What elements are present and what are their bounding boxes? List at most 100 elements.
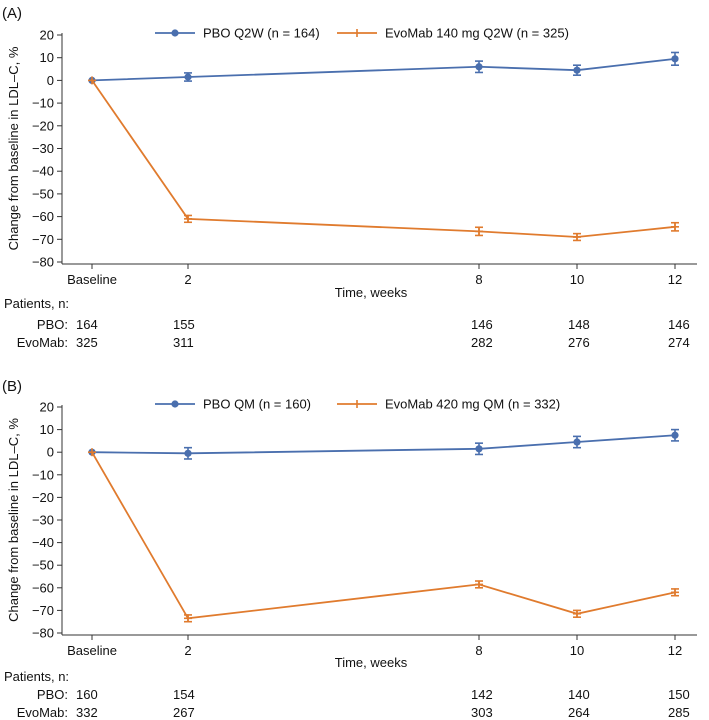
patients-count: 150: [668, 687, 690, 702]
patients-count: 164: [76, 317, 98, 332]
y-tick-label: −40: [32, 164, 54, 179]
y-tick-label: 10: [40, 422, 54, 437]
patients-count: 148: [568, 317, 590, 332]
patients-table: Patients, n: PBO: 160 154 142 140 150 EvoMab: 33…: [4, 669, 690, 720]
data-point-evomab: [475, 227, 483, 236]
x-tick-label: Baseline: [67, 643, 117, 658]
series-line-pbo: [91, 57, 676, 82]
y-tick-label: −70: [32, 232, 54, 247]
legend-label-evomab: EvoMab 140 mg Q2W (n = 325): [385, 26, 569, 41]
patients-row-label: EvoMab:: [17, 335, 68, 350]
data-point-pbo: [573, 438, 581, 446]
data-point-evomab: [573, 609, 581, 618]
patients-count: 142: [471, 687, 493, 702]
data-point-pbo: [184, 449, 192, 457]
y-tick-label: 0: [47, 73, 54, 88]
patients-row-label: PBO:: [37, 687, 68, 702]
x-tick-label: 2: [184, 272, 191, 287]
y-axis-label: Change from baseline in LDL–C, %: [6, 46, 21, 250]
y-tick-label: 20: [40, 400, 54, 415]
series-pbo: [88, 51, 679, 84]
patients-count: 160: [76, 687, 98, 702]
y-tick-label: 10: [40, 50, 54, 65]
patients-count: 146: [668, 317, 690, 332]
data-point-pbo: [671, 431, 679, 439]
legend: PBO Q2W (n = 164) EvoMab 140 mg Q2W (n = …: [155, 26, 569, 41]
series-line-evomab: [91, 451, 676, 620]
y-tick-label: −30: [32, 141, 54, 156]
y-tick-label: −80: [32, 255, 54, 270]
y-tick-label: −70: [32, 603, 54, 618]
legend-marker-pbo: [171, 29, 179, 37]
legend-label-pbo: PBO Q2W (n = 164): [203, 26, 320, 41]
x-tick-label: 12: [668, 272, 682, 287]
y-tick-label: 20: [40, 28, 54, 43]
y-tick-label: 0: [47, 445, 54, 460]
y-tick-label: −20: [32, 118, 54, 133]
series-pbo: [88, 428, 679, 460]
x-axis-label: Time, weeks: [335, 655, 408, 670]
patients-title: Patients, n:: [4, 669, 69, 684]
panel-label: (A): [2, 5, 22, 22]
data-point-evomab: [88, 76, 96, 85]
patients-table: Patients, n: PBO: 164 155 146 148 146 EvoMab: 32…: [4, 296, 690, 350]
chart-panel-a: (A) 20 10 0 −10 −20 −30 −40 −50 −60 −70 −80 Change f…: [2, 5, 697, 350]
x-tick-label: 2: [184, 643, 191, 658]
data-point-pbo: [573, 66, 581, 74]
series-line-evomab: [91, 79, 676, 238]
data-point-pbo: [475, 445, 483, 453]
x-tick-label: 10: [570, 272, 584, 287]
legend-marker-pbo: [171, 400, 179, 408]
y-tick-label: −60: [32, 209, 54, 224]
series-evomab: [88, 448, 679, 623]
patients-count: 274: [668, 335, 690, 350]
x-axis-label: Time, weeks: [335, 285, 408, 300]
patients-count: 146: [471, 317, 493, 332]
y-axis-label: Change from baseline in LDL–C, %: [6, 418, 21, 622]
patients-row-label: PBO:: [37, 317, 68, 332]
legend-label-evomab: EvoMab 420 mg QM (n = 332): [385, 397, 560, 412]
x-tick-label: 8: [475, 272, 482, 287]
data-point-evomab: [475, 580, 483, 589]
y-tick-label: −30: [32, 513, 54, 528]
data-point-evomab: [671, 222, 679, 231]
data-point-evomab: [671, 588, 679, 597]
y-tick-label: −40: [32, 535, 54, 550]
y-tick-label: −10: [32, 467, 54, 482]
y-tick-label: −20: [32, 490, 54, 505]
patients-count: 267: [173, 705, 195, 720]
patients-row-label: EvoMab:: [17, 705, 68, 720]
y-tick-label: −50: [32, 558, 54, 573]
chart-panel-b: (B) 20 10 0 −10 −20 −30 −40 −50 −60 −70 −80 Change f…: [2, 378, 697, 720]
panel-label: (B): [2, 378, 22, 395]
legend-label-pbo: PBO QM (n = 160): [203, 397, 311, 412]
y-tick-label: −10: [32, 96, 54, 111]
x-tick-label: 10: [570, 643, 584, 658]
patients-count: 154: [173, 687, 195, 702]
patients-count: 332: [76, 705, 98, 720]
patients-count: 285: [668, 705, 690, 720]
patients-count: 155: [173, 317, 195, 332]
data-point-evomab: [88, 448, 96, 457]
y-tick-label: −50: [32, 186, 54, 201]
y-tick-label: −80: [32, 626, 54, 641]
patients-count: 264: [568, 705, 590, 720]
x-tick-label: 8: [475, 643, 482, 658]
data-point-evomab: [573, 233, 581, 242]
patients-count: 303: [471, 705, 493, 720]
data-point-pbo: [184, 73, 192, 81]
x-tick-label: Baseline: [67, 272, 117, 287]
legend: PBO QM (n = 160) EvoMab 420 mg QM (n = 33…: [155, 397, 560, 412]
patients-count: 311: [173, 335, 194, 350]
patients-count: 140: [568, 687, 590, 702]
series-evomab: [88, 76, 679, 242]
data-point-pbo: [475, 63, 483, 71]
patients-count: 325: [76, 335, 98, 350]
y-tick-label: −60: [32, 580, 54, 595]
patients-count: 276: [568, 335, 590, 350]
data-point-evomab: [184, 614, 192, 623]
x-tick-label: 12: [668, 643, 682, 658]
data-point-evomab: [184, 214, 192, 223]
patients-title: Patients, n:: [4, 296, 69, 311]
